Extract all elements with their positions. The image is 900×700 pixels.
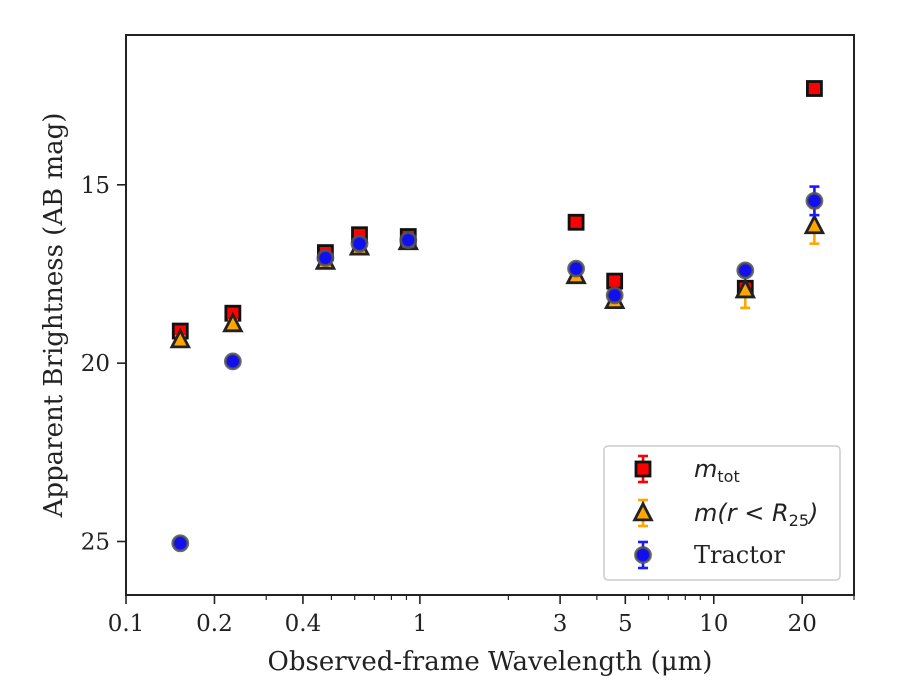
x-tick-label: 3 [553,611,568,637]
data-point [169,327,191,349]
x-tick-label: 20 [788,611,817,637]
legend-marker [632,500,654,522]
data-point [350,234,369,253]
data-point [805,191,824,210]
legend-box [603,445,841,581]
data-point [567,213,585,231]
data-point [223,352,242,371]
data-point [399,231,418,249]
x-tick-label: 10 [699,611,728,637]
legend-label: mtot [694,455,740,486]
x-tick-label: 5 [618,611,633,637]
data-point [806,80,823,97]
legend-marker [634,460,652,478]
data-point [803,213,826,235]
x-tick-label: 0.2 [196,611,233,637]
data-point [734,277,756,299]
x-tick-label: 0.4 [285,611,322,637]
legend: mtot m(r < R25) Tractor [603,445,841,581]
x-tick-label: 0.1 [108,611,145,637]
x-tick-label: 1 [413,611,428,637]
data-point [606,272,624,290]
data-point [605,286,624,305]
x-axis-label: Observed-frame Wavelength (μm) [268,647,713,677]
legend-label: Tractor [694,541,785,569]
data-point [222,311,244,333]
axis-ticks: 0.1 0.2 0.4 1 3 5 10 20 15 20 25 [81,173,855,637]
y-tick-label: 25 [81,529,110,555]
legend-label: m(r < R25) [694,499,818,530]
data-point [736,261,755,280]
plot-frame [125,34,855,596]
data-point [567,259,585,278]
data-point [316,249,335,267]
data-point [171,534,190,553]
series-2 [171,185,824,553]
y-tick-label: 20 [81,351,110,377]
legend-marker [634,546,652,564]
data-points [169,80,826,553]
y-axis-label: Apparent Brightness (AB mag) [39,113,69,519]
y-tick-label: 15 [81,173,110,199]
